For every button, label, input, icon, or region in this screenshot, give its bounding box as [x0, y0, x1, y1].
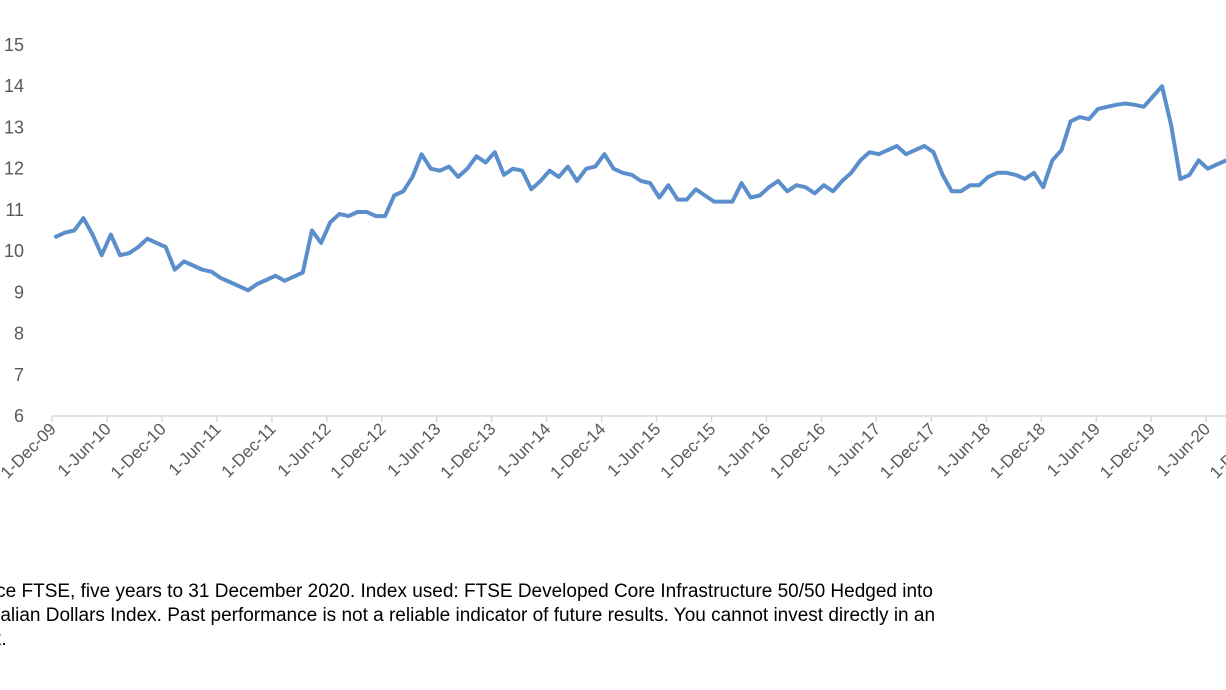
x-tick-label: 1-Jun-14	[494, 419, 555, 480]
source-note-line-2: Australian Dollars Index. Past performan…	[0, 605, 936, 626]
source-note-line-3: index.	[0, 629, 7, 650]
y-tick-label: 10	[4, 241, 24, 261]
x-tick-label: 1-Dec-19	[1096, 419, 1159, 482]
source-note-line-1: Source FTSE, five years to 31 December 2…	[0, 581, 933, 602]
y-tick-label: 7	[14, 365, 24, 385]
x-tick-label: 1-Jun-16	[713, 419, 774, 480]
x-tick-label: 1-Dec-09	[0, 419, 60, 482]
series-line-0	[54, 84, 1226, 293]
x-tick-label: 1-Dec-18	[986, 419, 1049, 482]
x-tick-label: 1-Dec-14	[547, 419, 610, 482]
x-tick-label: 1-Jun-10	[54, 419, 115, 480]
x-tick-label: 1-Jun-20	[1153, 419, 1214, 480]
y-tick-label: 12	[4, 159, 24, 179]
y-tick-label: 13	[4, 117, 24, 137]
x-axis-ticks: 1-Dec-091-Jun-101-Dec-101-Jun-111-Dec-11…	[0, 416, 1226, 482]
x-tick-label: 1-Jun-15	[603, 419, 664, 480]
y-axis-ticks: 6 7 8 9 10 11 12 13 14 15	[4, 35, 24, 426]
y-tick-label: 14	[4, 76, 24, 96]
y-tick-label: 9	[14, 282, 24, 302]
series-layer	[54, 84, 1226, 293]
x-tick-label: 1-Dec-12	[327, 419, 390, 482]
x-tick-label: 1-Dec-16	[766, 419, 829, 482]
x-tick-label: 1-Jun-19	[1043, 419, 1104, 480]
x-tick-label: 1-Jun-17	[823, 419, 884, 480]
y-tick-label: 6	[14, 406, 24, 426]
y-tick-label: 11	[5, 200, 24, 220]
x-tick-label: 1-Jun-13	[384, 419, 445, 480]
source-note: Source FTSE, five years to 31 December 2…	[0, 580, 1226, 652]
x-tick-label: 1-Dec-13	[437, 419, 500, 482]
x-tick-label: 1-Jun-11	[165, 419, 225, 479]
x-tick-label: 1-Dec-15	[656, 419, 719, 482]
x-tick-label: 1-Dec-10	[107, 419, 170, 482]
y-tick-label: 15	[4, 35, 24, 55]
x-tick-label: 1-Jun-18	[933, 419, 994, 480]
x-tick-label: 1-Dec-11	[218, 419, 280, 481]
y-tick-label: 8	[14, 324, 24, 344]
x-tick-label: 1-Jun-12	[274, 419, 335, 480]
x-tick-label: 1-Dec-17	[876, 419, 939, 482]
